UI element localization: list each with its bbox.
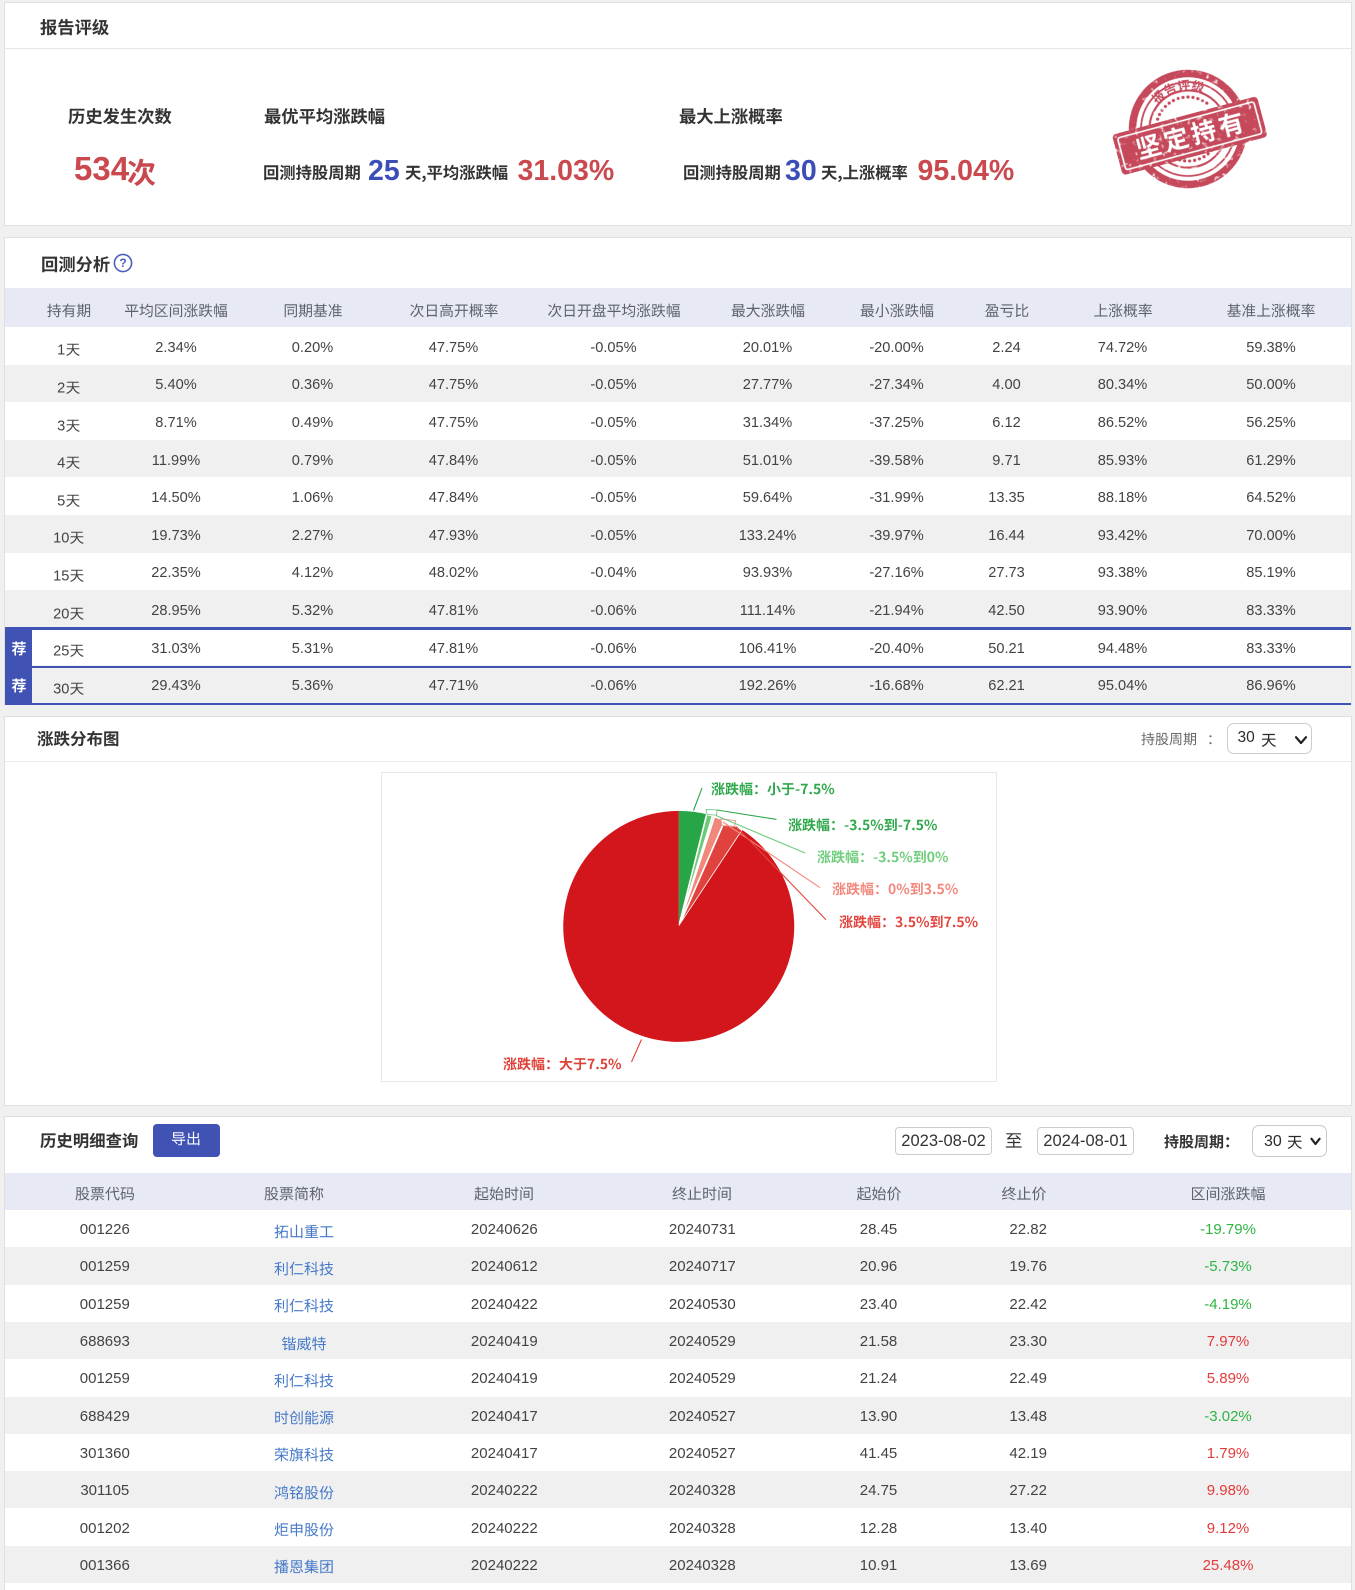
svg-text:?: ? xyxy=(119,256,126,270)
